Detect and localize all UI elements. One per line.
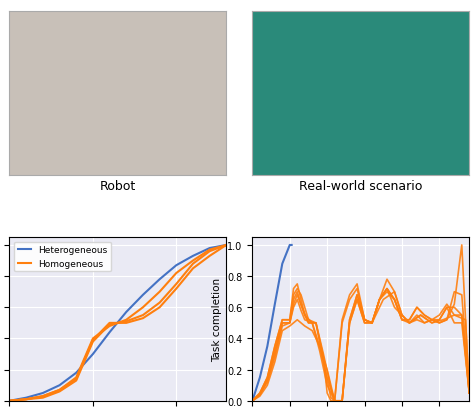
Heterogeneous — [123, 310, 129, 315]
Homogeneous — [23, 397, 29, 402]
Homogeneous — [190, 258, 196, 263]
Heterogeneous — [107, 330, 112, 335]
Heterogeneous — [190, 254, 196, 258]
X-axis label: Real-world scenario: Real-world scenario — [299, 180, 422, 193]
Heterogeneous — [73, 371, 79, 375]
Homogeneous — [207, 247, 212, 252]
Line: Heterogeneous: Heterogeneous — [9, 245, 227, 401]
Heterogeneous — [23, 395, 29, 400]
X-axis label: Robot: Robot — [100, 180, 136, 193]
Heterogeneous — [40, 391, 46, 396]
Heterogeneous — [224, 243, 229, 248]
Homogeneous — [57, 387, 63, 392]
Heterogeneous — [90, 352, 96, 357]
Homogeneous — [40, 394, 46, 399]
Heterogeneous — [7, 398, 12, 403]
Y-axis label: Task completion: Task completion — [212, 277, 222, 361]
Homogeneous — [123, 317, 129, 322]
Homogeneous — [7, 398, 12, 403]
Heterogeneous — [207, 246, 212, 251]
Homogeneous — [140, 305, 146, 310]
Line: Homogeneous: Homogeneous — [9, 245, 227, 401]
Legend: Heterogeneous, Homogeneous: Heterogeneous, Homogeneous — [14, 242, 111, 272]
Homogeneous — [107, 324, 112, 329]
Homogeneous — [90, 336, 96, 341]
Homogeneous — [173, 271, 179, 276]
Heterogeneous — [157, 277, 163, 282]
Homogeneous — [73, 375, 79, 380]
Heterogeneous — [140, 292, 146, 297]
Homogeneous — [157, 290, 163, 294]
Heterogeneous — [173, 263, 179, 268]
Heterogeneous — [57, 383, 63, 388]
Homogeneous — [224, 243, 229, 248]
